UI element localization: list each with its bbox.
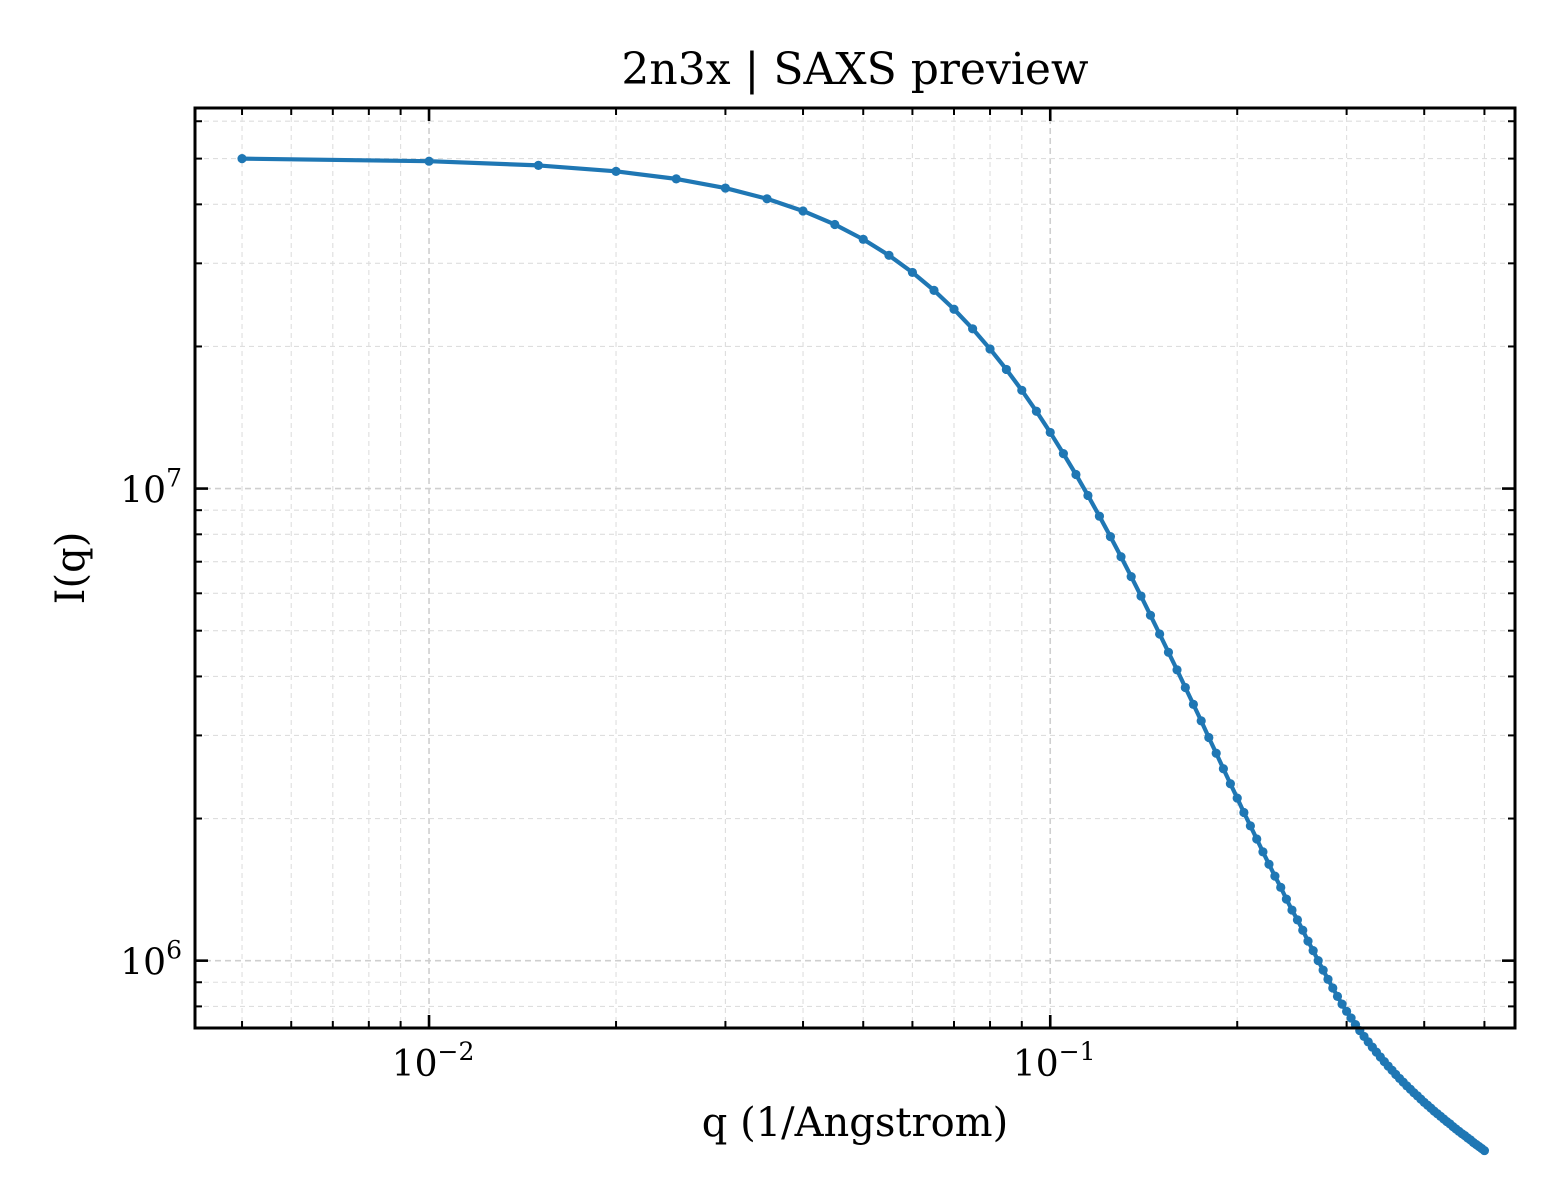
y-axis-label: I(q) — [48, 532, 94, 605]
data-point — [1332, 991, 1343, 1002]
data-point — [858, 234, 868, 244]
data-point — [1328, 983, 1338, 993]
data-point — [929, 285, 939, 295]
data-point — [1172, 665, 1182, 675]
data-point — [1211, 748, 1221, 758]
data-point — [1071, 469, 1081, 480]
data-point — [533, 160, 544, 171]
data-point — [949, 304, 959, 314]
data-point — [1270, 871, 1280, 881]
data-point — [1303, 936, 1313, 946]
data-point — [1196, 716, 1206, 726]
data-point — [1094, 511, 1105, 521]
data-point — [1145, 610, 1156, 620]
data-point — [1258, 847, 1268, 857]
data-point — [720, 183, 731, 193]
data-point — [1276, 882, 1286, 892]
plot-frame — [193, 106, 1517, 1030]
data-point — [985, 344, 995, 354]
data-point — [1239, 807, 1249, 818]
data-point — [1337, 999, 1347, 1009]
data-point — [762, 194, 772, 204]
chart-title: 2n3x | SAXS preview — [621, 44, 1089, 95]
data-point — [671, 174, 681, 184]
data-point — [1287, 905, 1297, 915]
data-point — [884, 250, 894, 260]
data-point — [1126, 571, 1136, 582]
data-point — [1479, 1145, 1490, 1156]
data-point — [611, 166, 621, 176]
data-point — [1017, 385, 1027, 395]
data-point — [1232, 793, 1242, 803]
data-point — [1292, 915, 1303, 925]
data-point — [968, 324, 978, 334]
tick-labels: 10−2 10−1 106 107 — [120, 464, 1095, 1085]
data-point — [1045, 427, 1055, 438]
data-point — [1188, 699, 1198, 710]
data-point — [1116, 552, 1126, 562]
data-point — [1058, 449, 1068, 459]
data-point — [1163, 647, 1174, 657]
data-point — [1308, 946, 1318, 956]
data-point — [907, 267, 918, 278]
data-point — [830, 219, 840, 230]
data-point — [1031, 406, 1041, 416]
data-series — [237, 154, 1490, 1156]
data-point — [1264, 859, 1274, 869]
axis-ticks — [195, 108, 1515, 1028]
data-point — [1245, 821, 1255, 831]
data-point — [237, 154, 247, 164]
data-point — [1313, 956, 1323, 966]
x-tick-label: 10−2 — [392, 1037, 475, 1085]
data-point — [1342, 1006, 1352, 1016]
data-point — [1001, 364, 1011, 375]
x-tick-label: 10−1 — [1013, 1037, 1096, 1085]
data-point — [424, 156, 434, 166]
data-point — [1252, 834, 1262, 844]
data-point — [1155, 629, 1165, 639]
grid — [195, 108, 1515, 1028]
y-tick-label: 107 — [120, 464, 182, 512]
data-point — [1180, 682, 1190, 693]
data-point — [1083, 490, 1093, 501]
data-point — [1218, 764, 1228, 774]
data-point — [1136, 591, 1146, 601]
data-point — [1281, 894, 1292, 904]
data-point — [1298, 925, 1308, 935]
data-point — [798, 206, 808, 216]
data-point — [1105, 532, 1116, 542]
x-axis-label: q (1/Angstrom) — [702, 1100, 1008, 1146]
data-point — [1225, 779, 1235, 789]
y-tick-label: 106 — [120, 936, 182, 984]
data-point — [1318, 965, 1328, 975]
data-point — [1346, 1013, 1356, 1023]
data-point — [1204, 732, 1214, 743]
data-point — [1323, 974, 1333, 984]
